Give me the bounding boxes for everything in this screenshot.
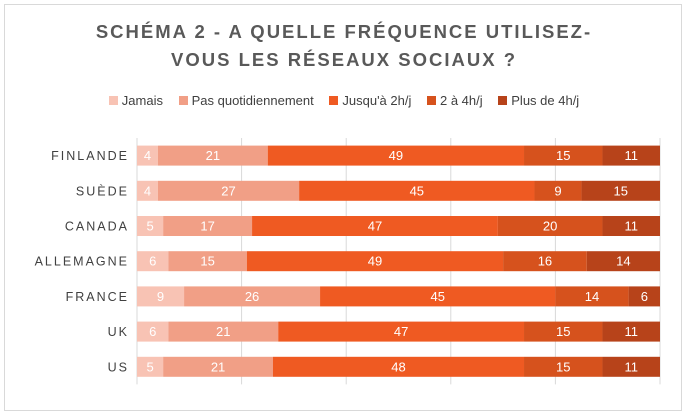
- bar-segment: [272, 356, 525, 377]
- bar-segment: [628, 286, 660, 307]
- data-label: 27: [221, 183, 235, 198]
- bar-segment: [602, 216, 660, 236]
- data-label: 21: [206, 148, 220, 163]
- bar-segment: [278, 321, 525, 342]
- bar-segment: [524, 145, 603, 166]
- data-label: 14: [585, 289, 599, 304]
- data-label: 5: [146, 219, 153, 234]
- legend-swatch: [498, 96, 508, 105]
- data-label: 17: [200, 219, 214, 234]
- bar-segment: [602, 356, 660, 377]
- legend-item-2-a-4h: 2 à 4h/j: [426, 93, 483, 108]
- bar-segment: [137, 321, 169, 342]
- bar-segment: [137, 145, 158, 166]
- bar-segment: [137, 251, 169, 272]
- data-label: 45: [430, 289, 444, 304]
- bar-segment: [137, 356, 164, 377]
- data-label: 11: [624, 148, 638, 163]
- bar-segment: [168, 321, 279, 342]
- legend-swatch: [329, 96, 339, 105]
- legend-label: Pas quotidiennement: [191, 93, 314, 108]
- bar-segment: [524, 356, 603, 377]
- chart-frame: [4, 4, 682, 411]
- legend-swatch: [108, 96, 118, 105]
- data-label: 6: [641, 289, 648, 304]
- legend-swatch: [426, 96, 436, 105]
- data-label: 4: [144, 183, 151, 198]
- bar-segment: [137, 216, 164, 236]
- bar-segment: [137, 286, 185, 307]
- data-label: 11: [624, 359, 638, 374]
- data-label: 47: [394, 324, 408, 339]
- data-label: 11: [624, 324, 638, 339]
- legend-item-plus-de-4h: Plus de 4h/j: [498, 93, 579, 108]
- data-label: 49: [368, 254, 382, 269]
- data-label: 5: [146, 359, 153, 374]
- bar-segment: [184, 286, 321, 307]
- data-label: 6: [149, 324, 156, 339]
- legend-label: Plus de 4h/j: [511, 93, 580, 108]
- bar-segment: [497, 216, 603, 236]
- legend-label: Jusqu'à 2h/j: [342, 93, 412, 108]
- data-label: 15: [614, 183, 628, 198]
- data-label: 48: [391, 359, 405, 374]
- data-label: 11: [624, 219, 638, 234]
- chart-legend: Jamais Pas quotidiennement Jusqu'à 2h/j …: [0, 93, 688, 108]
- category-label: SUÈDE: [76, 183, 129, 198]
- bar-segment: [163, 216, 253, 236]
- legend-item-pas-quotidiennement: Pas quotidiennement: [178, 93, 314, 108]
- category-label: FRANCE: [66, 290, 129, 304]
- bar-segment: [602, 145, 660, 166]
- legend-swatch: [178, 96, 188, 105]
- category-label: ALLEMAGNE: [35, 255, 129, 269]
- bar-segment: [524, 321, 603, 342]
- bar-segment: [534, 180, 582, 201]
- data-label: 4: [144, 148, 151, 163]
- data-label: 6: [149, 254, 156, 269]
- bar-segment: [555, 286, 629, 307]
- category-label: UK: [108, 325, 129, 339]
- chart-title: SCHÉMA 2 - A QUELLE FRÉQUENCE UTILISEZ- …: [0, 18, 688, 74]
- data-label: 9: [554, 183, 561, 198]
- bar-segment: [320, 286, 556, 307]
- data-label: 15: [200, 254, 214, 269]
- bar-segment: [503, 251, 587, 272]
- data-label: 15: [556, 324, 570, 339]
- bar-segment: [168, 251, 247, 272]
- legend-label: 2 à 4h/j: [439, 93, 483, 108]
- legend-item-jamais: Jamais: [108, 93, 163, 108]
- bar-segment: [246, 251, 504, 272]
- category-label: US: [108, 360, 129, 374]
- bar-segment: [581, 180, 660, 201]
- category-label: FINLANDE: [51, 149, 129, 163]
- bar-segment: [586, 251, 660, 272]
- chart-title-line-1: SCHÉMA 2 - A QUELLE FRÉQUENCE UTILISEZ-: [95, 21, 593, 42]
- category-label: CANADA: [65, 220, 129, 234]
- data-label: 20: [543, 219, 557, 234]
- bar-segment: [163, 356, 273, 377]
- data-label: 45: [410, 183, 424, 198]
- data-label: 47: [368, 219, 382, 234]
- data-label: 21: [216, 324, 230, 339]
- bar-segment: [137, 180, 158, 201]
- bar-segment: [157, 180, 300, 201]
- data-label: 9: [157, 289, 164, 304]
- data-label: 16: [538, 254, 552, 269]
- data-label: 26: [245, 289, 259, 304]
- bar-segment: [602, 321, 660, 342]
- bar-segment: [299, 180, 535, 201]
- data-label: 15: [556, 359, 570, 374]
- data-label: 14: [616, 254, 630, 269]
- data-label: 21: [211, 359, 225, 374]
- legend-label: Jamais: [121, 93, 163, 108]
- data-label: 49: [389, 148, 403, 163]
- bar-segment: [157, 145, 268, 166]
- legend-item-jusqua-2h: Jusqu'à 2h/j: [329, 93, 411, 108]
- bar-segment: [252, 216, 498, 236]
- chart-title-line-2: VOUS LES RÉSEAUX SOCIAUX ?: [171, 49, 517, 70]
- data-label: 15: [556, 148, 570, 163]
- bar-segment: [267, 145, 525, 166]
